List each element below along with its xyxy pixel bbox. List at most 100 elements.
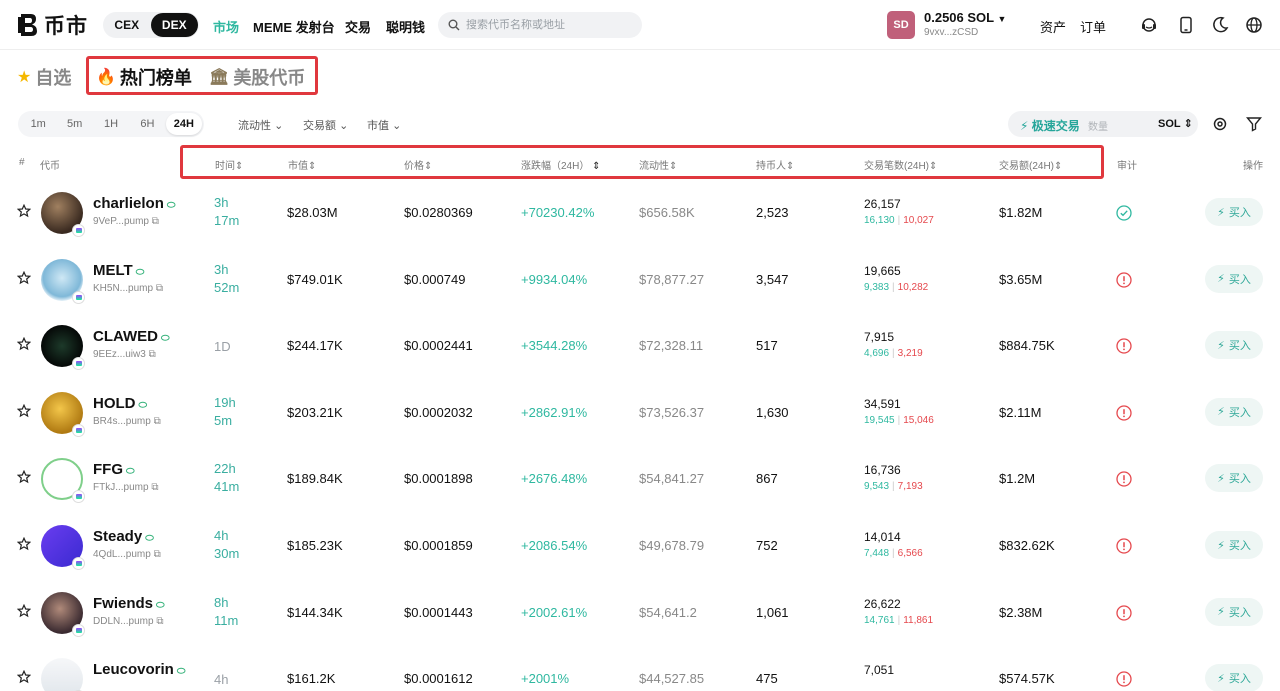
time-tab-1m[interactable]: 1m (30, 118, 46, 130)
buy-button[interactable]: ⚡ 买入 (1205, 464, 1263, 493)
search-input[interactable] (466, 19, 636, 31)
mobile-icon[interactable] (1177, 16, 1195, 34)
copy-icon[interactable]: ⧉ (155, 282, 163, 294)
filter-volume[interactable]: 交易额 ⌄ (303, 117, 348, 133)
star-icon[interactable] (17, 204, 31, 218)
table-row[interactable]: Steady ⬭ 4QdL...pump ⧉ 4h 30m $185.23K $0.… (0, 513, 1280, 579)
star-icon[interactable] (17, 270, 31, 285)
table-row[interactable]: Fwiends ⬭ DDLN...pump ⧉ 8h 11m $144.34K $0… (0, 580, 1280, 646)
token-address[interactable]: BR4s...pump ⧉ (93, 416, 161, 427)
time-range-toggle[interactable]: 1m 5m 1H 6H 24H (18, 111, 204, 137)
settings-icon[interactable] (1212, 116, 1228, 132)
token-name[interactable]: HOLD ⬭ (93, 395, 147, 412)
cex-dex-toggle[interactable]: CEX DEX (103, 12, 199, 38)
copy-icon[interactable]: ⧉ (148, 349, 156, 361)
table-row[interactable]: CLAWED ⬭ 9EEz...uiw3 ⧉ 1D $244.17K $0.000… (0, 313, 1280, 379)
buy-button[interactable]: ⚡ 买入 (1205, 531, 1263, 559)
filter-icon[interactable] (1246, 116, 1262, 132)
table-row[interactable]: charlielon ⬭ 9VeP...pump ⧉ 3h 17m $28.03M … (0, 180, 1280, 246)
moon-icon[interactable] (1211, 16, 1229, 34)
col-holders[interactable]: 持币人⇕ (756, 157, 794, 172)
nav-meme-launchpad[interactable]: MEME 发射台 (253, 20, 335, 35)
filter-liquidity[interactable]: 流动性 ⌄ (238, 117, 283, 133)
time-tab-1h[interactable]: 1H (103, 118, 119, 130)
buy-button[interactable]: ⚡ 买入 (1205, 331, 1263, 360)
col-price[interactable]: 价格⇕ (404, 157, 432, 172)
copy-icon[interactable]: ⧉ (153, 415, 161, 427)
nav-trade[interactable]: 交易 (345, 20, 372, 35)
logo[interactable]: 币市 (18, 12, 88, 38)
buy-button[interactable]: ⚡ 买入 (1205, 664, 1263, 691)
segment-dex[interactable]: DEX (150, 13, 198, 37)
token-name[interactable]: Leucovorin ⬭ (93, 661, 185, 678)
tx-separator: | (897, 215, 901, 226)
token-name[interactable]: Steady ⬭ (93, 528, 154, 545)
star-icon[interactable] (17, 337, 31, 351)
token-name[interactable]: MELT ⬭ (93, 262, 144, 279)
account-avatar[interactable]: SD (887, 11, 915, 39)
table-row[interactable]: Leucovorin ⬭ 4h $161.2K $0.0001612 +2001%… (0, 646, 1280, 691)
token-address[interactable]: 4QdL...pump ⧉ (93, 549, 161, 560)
buy-button[interactable]: ⚡ 买入 (1205, 198, 1263, 226)
segment-cex[interactable]: CEX (114, 18, 140, 32)
col-age[interactable]: 时间⇕ (215, 157, 243, 172)
audit-warning-icon[interactable] (1116, 405, 1132, 421)
star-icon[interactable] (17, 403, 31, 418)
col-txs[interactable]: 交易笔数(24H)⇕ (864, 157, 937, 172)
audit-warning-icon[interactable] (1116, 471, 1132, 488)
copy-icon[interactable]: ⧉ (151, 216, 159, 227)
token-address[interactable]: FTkJ...pump ⧉ (93, 482, 159, 493)
copy-icon[interactable]: ⧉ (156, 615, 164, 627)
support-icon[interactable] (1140, 16, 1158, 34)
token-name[interactable]: CLAWED ⬭ (93, 328, 170, 345)
nav-smart-money[interactable]: 聪明钱 (386, 20, 426, 35)
nav-market[interactable]: 市场 (213, 20, 240, 35)
table-row[interactable]: FFG ⬭ FTkJ...pump ⧉ 22h 41m $189.84K $0.00… (0, 446, 1280, 512)
quick-trade-box[interactable]: ⚡ 极速交易 数量 SOL ⇕ (1008, 111, 1198, 137)
chevron-down-icon[interactable]: ▼ (997, 14, 1007, 24)
tab-us-stock-tokens[interactable]: 🏛 美股代币 (209, 64, 305, 90)
tab-hot-list[interactable]: 🔥 热门榜单 (96, 64, 192, 90)
search-box[interactable] (438, 12, 642, 38)
audit-warning-icon[interactable] (1116, 671, 1132, 687)
star-icon[interactable] (17, 470, 31, 484)
token-address[interactable]: 9VeP...pump ⧉ (93, 216, 159, 227)
star-icon[interactable] (17, 537, 31, 551)
time-tab-24h[interactable]: 24H (165, 113, 203, 135)
time-tab-5m[interactable]: 5m (66, 118, 83, 130)
audit-warning-icon[interactable] (1116, 538, 1132, 554)
col-liquidity[interactable]: 流动性⇕ (639, 157, 677, 172)
col-mcap[interactable]: 市值⇕ (288, 157, 316, 172)
token-name[interactable]: charlielon ⬭ (93, 195, 175, 212)
liquidity: $54,841.27 (639, 471, 705, 487)
tab-watchlist[interactable]: ★ 自选 (17, 64, 71, 90)
token-address[interactable]: 9EEz...uiw3 ⧉ (93, 349, 156, 360)
col-change[interactable]: 涨跌幅（24H） ⇕ (521, 157, 601, 172)
filter-mcap[interactable]: 市值 ⌄ (367, 117, 401, 133)
copy-icon[interactable]: ⧉ (151, 482, 159, 494)
token-name[interactable]: Fwiends ⬭ (93, 595, 165, 612)
buy-button[interactable]: ⚡ 买入 (1205, 397, 1263, 426)
copy-icon[interactable]: ⧉ (153, 549, 161, 560)
audit-pass-icon[interactable] (1116, 205, 1132, 221)
star-icon[interactable] (17, 603, 31, 618)
buy-button[interactable]: ⚡ 买入 (1205, 597, 1263, 626)
orders-link[interactable]: 订单 (1080, 20, 1107, 35)
table-row[interactable]: HOLD ⬭ BR4s...pump ⧉ 19h 5m $203.21K $0.00… (0, 380, 1280, 446)
col-volume[interactable]: 交易额(24H)⇕ (999, 157, 1062, 172)
assets-link[interactable]: 资产 (1040, 20, 1067, 35)
audit-warning-icon[interactable] (1116, 604, 1132, 621)
token-address[interactable]: KH5N...pump ⧉ (93, 283, 163, 294)
table-row[interactable]: MELT ⬭ KH5N...pump ⧉ 3h 52m $749.01K $0.00… (0, 247, 1280, 313)
audit-warning-icon[interactable] (1116, 271, 1132, 288)
quick-trade-amount-input[interactable]: 数量 (1088, 122, 1108, 133)
audit-warning-icon[interactable] (1116, 338, 1132, 354)
star-icon[interactable] (17, 670, 31, 684)
token-name[interactable]: FFG ⬭ (93, 461, 135, 478)
globe-icon[interactable] (1245, 16, 1263, 34)
quick-trade-currency[interactable]: SOL ⇕ (1158, 117, 1193, 130)
time-tab-6h[interactable]: 6H (140, 118, 155, 130)
account-balance[interactable]: 0.2506 SOL ▼ (924, 10, 1006, 25)
token-address[interactable]: DDLN...pump ⧉ (93, 616, 164, 627)
buy-button[interactable]: ⚡ 买入 (1205, 264, 1263, 293)
